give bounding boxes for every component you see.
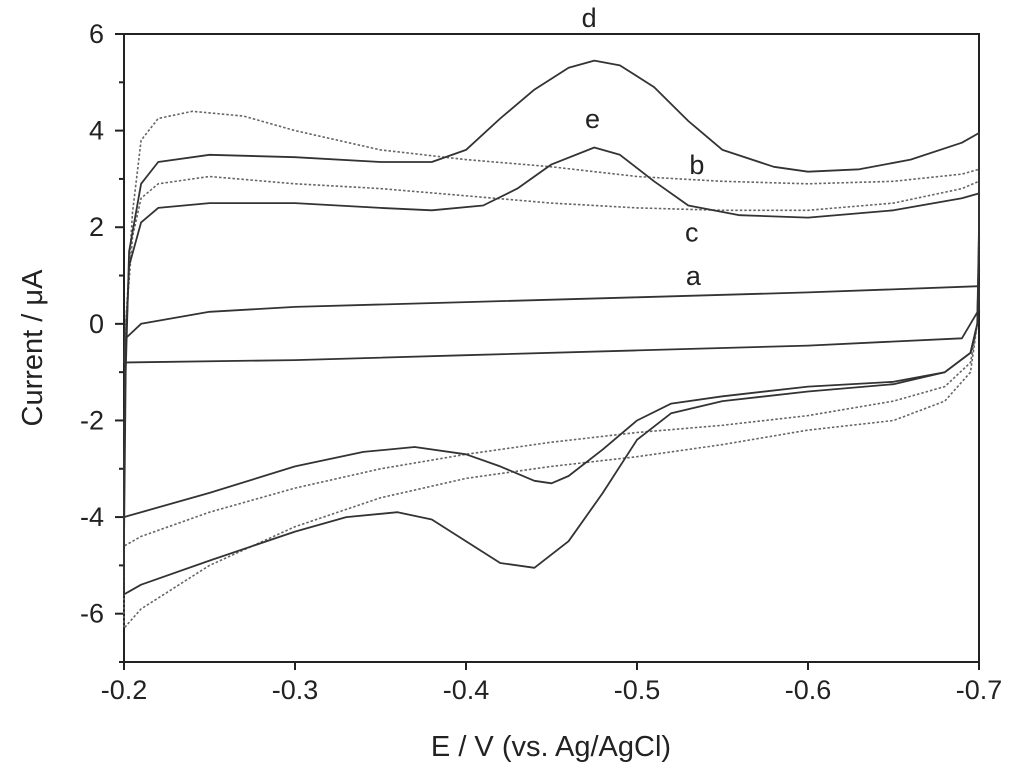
x-tick-label: -0.6 (785, 675, 832, 705)
curve-d (123, 59, 980, 596)
curve-a (123, 285, 980, 364)
curve-label-a: a (686, 261, 702, 291)
x-tick-label: -0.7 (956, 675, 1003, 705)
y-tick-label: -4 (80, 502, 104, 532)
y-tick-label: 4 (89, 116, 104, 146)
y-tick-label: 2 (89, 212, 104, 242)
y-tick-label: 0 (89, 309, 104, 339)
plot-frame (123, 33, 980, 663)
curve-label-c: c (685, 218, 699, 248)
y-tick-label: 6 (89, 19, 104, 49)
y-axis-title: Current / μA (17, 269, 49, 427)
curve-label-d: d (582, 3, 597, 33)
y-tick-label: -6 (80, 599, 104, 629)
x-tick-label: -0.2 (101, 675, 148, 705)
x-tick-label: -0.4 (443, 675, 490, 705)
y-tick-label: -2 (80, 405, 104, 435)
x-tick-label: -0.3 (272, 675, 319, 705)
x-axis-title: E / V (vs. Ag/AgCl) (431, 731, 671, 763)
plot-curves (123, 59, 980, 629)
curve-b (123, 110, 980, 629)
curve-label-e: e (585, 104, 600, 134)
x-tick-label: -0.5 (614, 675, 661, 705)
curve-labels: a b c d e (582, 3, 705, 291)
curve-e (123, 146, 980, 518)
y-axis: -6 -4 -2 0 2 4 6 (80, 19, 124, 663)
x-axis: -0.2 -0.3 -0.4 -0.5 -0.6 -0.7 (101, 662, 1003, 705)
curve-label-b: b (689, 150, 704, 180)
